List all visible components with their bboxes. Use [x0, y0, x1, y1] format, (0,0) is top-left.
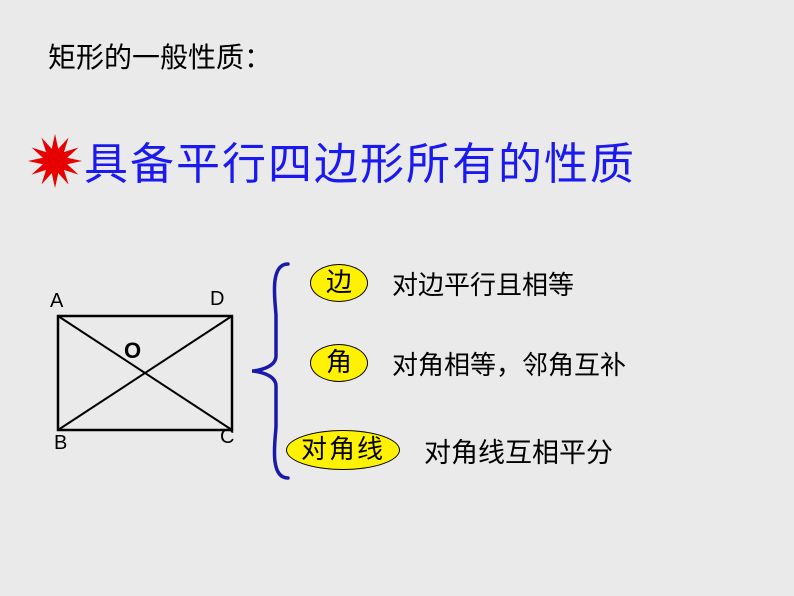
star-burst-icon: [24, 130, 86, 192]
vertex-label-a: A: [50, 290, 63, 313]
vertex-label-c: C: [220, 426, 234, 449]
property-row-angles: 角 对角相等，邻角互补: [310, 344, 626, 382]
desc-diagonals: 对角线互相平分: [424, 431, 613, 470]
center-label-o: O: [124, 338, 141, 364]
oval-label-diagonals: 对角线: [286, 430, 400, 470]
page-title: 矩形的一般性质：: [48, 36, 272, 76]
vertex-label-b: B: [54, 432, 67, 455]
property-row-diagonals: 对角线 对角线互相平分: [286, 430, 613, 470]
property-row-edges: 边 对边平行且相等: [310, 264, 574, 302]
desc-edges: 对边平行且相等: [392, 265, 574, 302]
oval-label-edges: 边: [310, 264, 368, 302]
rectangle-diagram: [56, 310, 234, 440]
main-statement: 具备平行四边形所有的性质: [84, 128, 636, 192]
desc-angles: 对角相等，邻角互补: [392, 345, 626, 382]
vertex-label-d: D: [210, 288, 224, 311]
oval-label-angles: 角: [310, 344, 368, 382]
